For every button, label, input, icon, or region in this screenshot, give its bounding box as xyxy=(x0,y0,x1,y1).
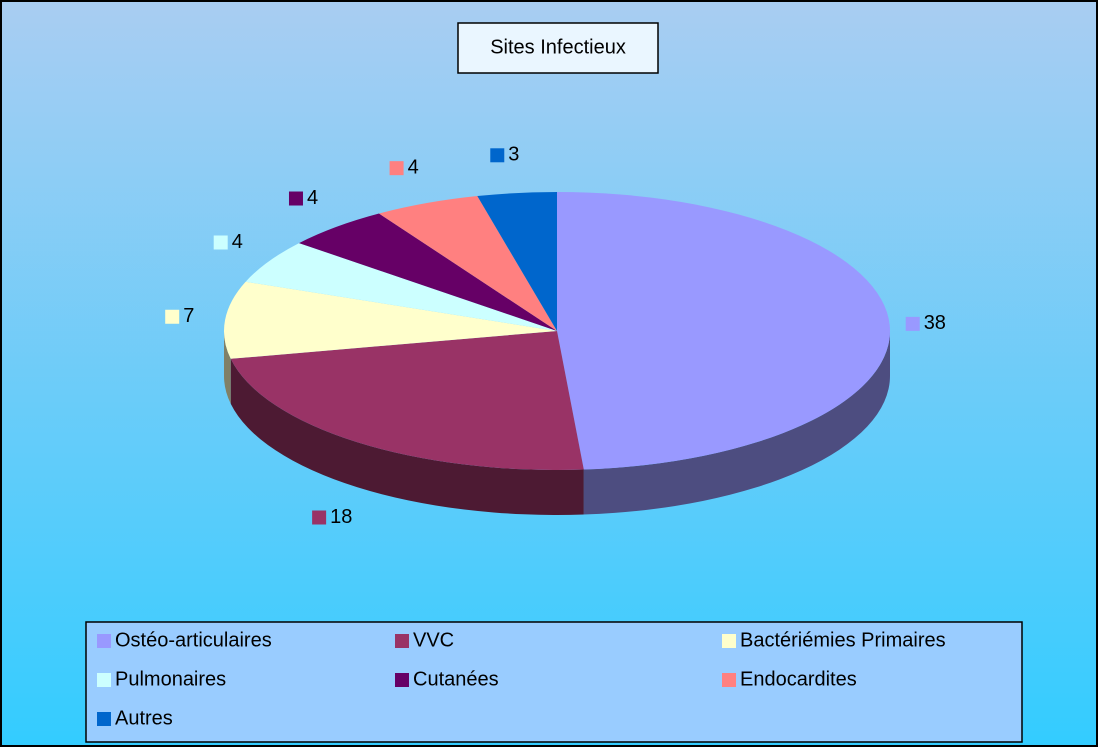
legend-label: Autres xyxy=(115,707,173,729)
label-swatch xyxy=(165,309,180,324)
data-label: 7 xyxy=(183,305,194,327)
data-label: 4 xyxy=(307,187,318,209)
slice xyxy=(557,192,890,515)
slice xyxy=(379,196,557,331)
chart-title: Sites Infectieux xyxy=(490,36,626,58)
label-swatch xyxy=(490,148,505,163)
legend-swatch xyxy=(722,673,736,687)
data-label: 38 xyxy=(924,312,946,334)
slice-top xyxy=(557,192,890,470)
legend-swatch xyxy=(395,634,409,648)
legend-box xyxy=(85,621,1023,743)
data-label: 3 xyxy=(508,144,519,166)
legend-label: Bactériémies Primaires xyxy=(740,629,946,651)
data-label: 4 xyxy=(408,156,419,178)
legend-swatch xyxy=(97,673,111,687)
label-swatch xyxy=(312,510,327,525)
legend-swatch xyxy=(395,673,409,687)
slice-side xyxy=(224,331,231,404)
legend-swatch xyxy=(722,634,736,648)
legend-label: Ostéo-articulaires xyxy=(115,629,272,651)
legend-swatch xyxy=(97,634,111,648)
label-swatch xyxy=(389,161,404,176)
label-swatch xyxy=(213,235,228,250)
slice-top xyxy=(230,331,584,470)
legend-label: Pulmonaires xyxy=(115,668,226,690)
label-swatch xyxy=(288,191,303,206)
legend-label: VVC xyxy=(413,629,454,651)
title-box xyxy=(457,22,659,74)
slice xyxy=(224,281,558,404)
legend-swatch xyxy=(97,712,111,726)
label-swatch xyxy=(905,316,920,331)
slice-top xyxy=(299,213,557,331)
legend-label: Cutanées xyxy=(413,668,499,690)
slice-top xyxy=(224,281,558,359)
slice-top xyxy=(245,243,557,331)
slice xyxy=(245,243,557,331)
data-label: 4 xyxy=(232,231,243,253)
slice-side xyxy=(230,358,584,515)
slice-top xyxy=(379,196,557,331)
legend-label: Endocardites xyxy=(740,668,857,690)
slice xyxy=(477,192,557,331)
slice xyxy=(230,331,584,515)
slice xyxy=(299,213,557,331)
slice-top xyxy=(477,192,557,331)
data-label: 18 xyxy=(330,506,352,528)
slice-side xyxy=(583,331,890,515)
